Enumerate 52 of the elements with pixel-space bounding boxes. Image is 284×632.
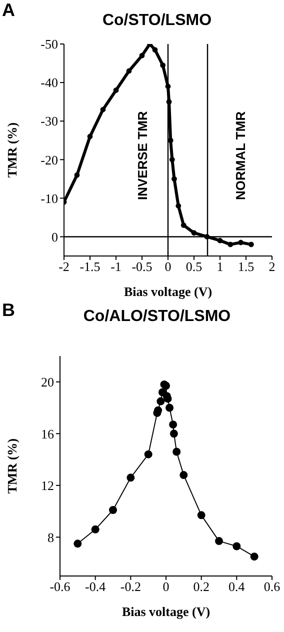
point [156,397,165,406]
text: A [2,0,15,21]
x-tick-label: 0.4 [228,579,246,594]
point [215,537,223,546]
y-tick-label: 8 [48,530,54,545]
x-axis-title: Bias voltage (V) [124,284,212,299]
point [170,430,178,438]
annotation: INVERSE TMR [135,111,150,200]
point [169,420,178,429]
y-tick-label: 20 [41,374,54,390]
chart-title: Co/ALO/STO/LSMO [82,308,232,326]
x-tick-label: -0.6 [50,579,71,594]
x-tick-label: 1.5 [238,259,254,274]
x-tick-label: 1 [216,259,224,274]
point [232,542,241,550]
y-tick-label: -50 [40,36,58,52]
y-tick-label: -30 [40,114,58,129]
y-tick-label: 12 [41,478,54,494]
x-tick-label: 2 [268,259,276,274]
point [197,511,206,520]
x-tick-label: 0.5 [186,259,202,274]
point [109,506,117,514]
x-tick-label: -1 [110,259,122,274]
y-tick-label: -10 [40,190,58,206]
y-axis-title: TMR (%) [4,438,20,494]
y-tick-label: -40 [40,75,58,90]
y-tick-label: -20 [40,152,58,168]
x-tick-label: 0.2 [193,579,210,594]
x-tick-label: 0 [162,579,170,594]
x-tick-label: 0.6 [264,579,281,594]
point [91,525,100,534]
point [74,540,82,548]
point [164,394,172,403]
x-tick-label: -1.5 [80,259,100,274]
y-axis-title: TMR (%) [4,122,20,178]
text: B [2,300,15,321]
x-axis-title: Bias voltage (V) [122,604,210,619]
point [144,450,152,458]
point [180,471,188,480]
chart-title: Co/STO/LSMO [101,12,213,30]
y-tick-label: 16 [41,426,54,442]
point [250,552,258,561]
x-tick-label: -0.5 [132,259,152,274]
point [172,448,181,456]
point [166,404,174,412]
point [126,474,135,482]
x-tick-label: -0.4 [85,579,106,594]
x-tick-label: -2 [58,259,70,274]
x-tick-label: -0.2 [120,579,141,594]
y-tick-label: 0 [52,229,58,244]
x-tick-label: 0 [164,259,172,274]
annotation: NORMAL TMR [233,111,248,200]
